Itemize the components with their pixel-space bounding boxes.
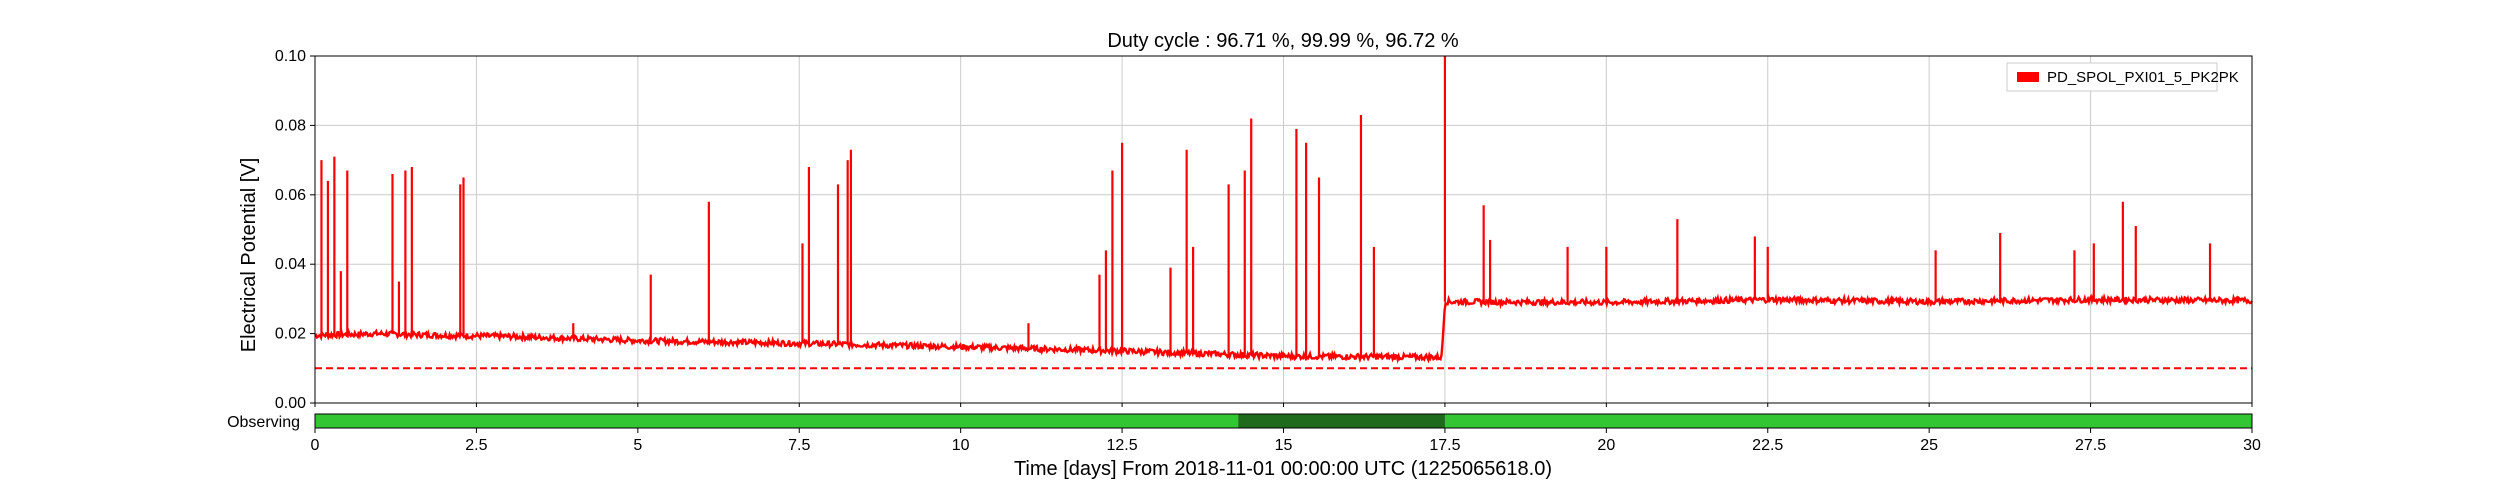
x-tick-label-3: 7.5	[788, 437, 810, 454]
x-tick-label-10: 25	[1920, 437, 1938, 454]
state-bar-label: Observing	[227, 414, 300, 431]
x-tick-label-2: 5	[633, 437, 642, 454]
state-bar-frame	[314, 413, 2253, 429]
state-bar-segment-0	[1238, 414, 1445, 428]
x-tick-label-9: 22.5	[1752, 437, 1783, 454]
x-tick-label-8: 20	[1597, 437, 1615, 454]
y-tick-label-4: 0.08	[275, 117, 306, 134]
x-tick-label-4: 10	[952, 437, 970, 454]
grid	[314, 55, 2253, 404]
x-tick-label-5: 12.5	[1107, 437, 1138, 454]
y-tick-label-1: 0.02	[275, 326, 306, 343]
legend-entry-label: PD_SPOL_PXI01_5_PK2PK	[2047, 69, 2239, 86]
x-tick-label-12: 30	[2243, 437, 2261, 454]
y-axis-label: Electrical Potential [V]	[238, 158, 260, 353]
x-tick-label-0: 0	[311, 437, 320, 454]
y-tick-label-0: 0.00	[275, 395, 306, 412]
chart-title-group: Duty cycle : 96.71 %, 99.99 %, 96.72 %	[1107, 30, 1459, 52]
y-tick-label-2: 0.04	[275, 256, 306, 273]
x-ticks: 0 2.5 5 7.5 10 12.5 15 17.5 20 22.5 25 27.5 30	[311, 403, 2261, 454]
y-tick-label-3: 0.06	[275, 187, 306, 204]
x-axis-label: Time [days] From 2018-11-01 00:00:00 UTC…	[1014, 458, 1552, 480]
legend-box	[2006, 62, 2218, 92]
state-bar: Observing	[227, 413, 2253, 431]
x-tick-label-6: 15	[1275, 437, 1293, 454]
legend-swatch	[2017, 72, 2039, 82]
x-tick-label-1: 2.5	[465, 437, 487, 454]
y-tick-label-5: 0.10	[275, 48, 306, 65]
legend: PD_SPOL_PXI01_5_PK2PK	[2006, 62, 2239, 92]
y-ticks: 0.00 0.02 0.04 0.06 0.08 0.10	[275, 48, 315, 412]
x-tick-label-7: 17.5	[1429, 437, 1460, 454]
chart-title: Duty cycle : 96.71 %, 99.99 %, 96.72 %	[1107, 30, 1459, 52]
series-group	[314, 56, 2254, 365]
x-tick-label-11: 27.5	[2075, 437, 2106, 454]
series-line-0	[314, 292, 2254, 365]
